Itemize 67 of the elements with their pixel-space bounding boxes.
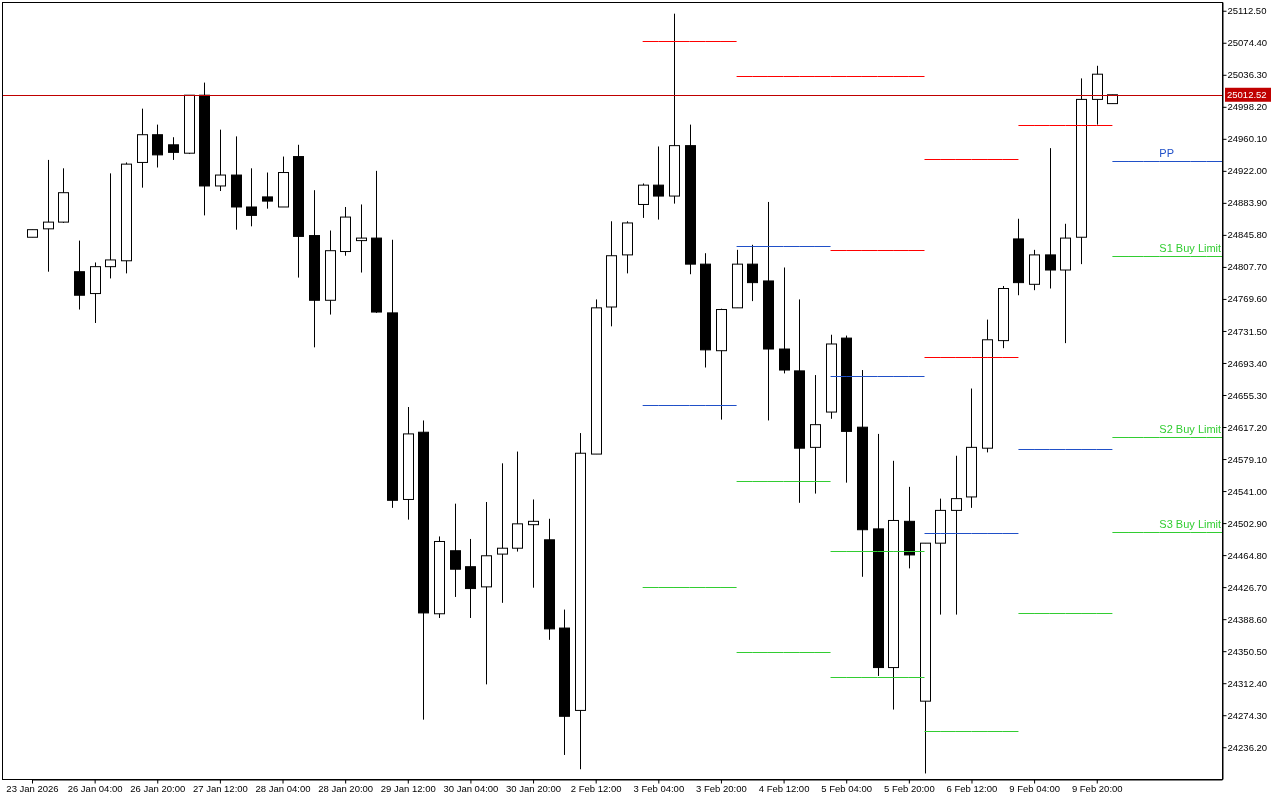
y-tick-label: 24960.10 (1227, 133, 1268, 145)
y-tick-label: 24464.80 (1227, 549, 1268, 561)
y-tick-label: 24541.00 (1227, 485, 1268, 497)
candlestick (74, 240, 85, 311)
y-tick-label: 24845.80 (1227, 229, 1268, 241)
x-tick-label: 9 Feb 20:00 (1071, 783, 1123, 795)
x-tick-label: 28 Jan 20:00 (318, 783, 374, 795)
candlestick (168, 136, 179, 161)
x-tick-label: 27 Jan 12:00 (192, 783, 248, 795)
x-tick-label: 5 Feb 04:00 (821, 783, 873, 795)
candlestick (356, 203, 367, 274)
series-label: S2 Buy Limit (1159, 423, 1222, 436)
candlestick (152, 124, 163, 168)
y-tick-label: 24883.90 (1227, 197, 1268, 209)
y-tick-label: 24426.70 (1227, 581, 1268, 593)
x-tick-label: 4 Feb 12:00 (758, 783, 810, 795)
x-tick-label: 26 Jan 20:00 (130, 783, 186, 795)
candlestick (810, 374, 821, 495)
x-tick-label: 6 Feb 12:00 (946, 783, 998, 795)
y-tick-label: 24769.60 (1227, 293, 1268, 305)
y-tick-label: 24731.50 (1227, 325, 1268, 337)
x-tick-label: 29 Jan 12:00 (380, 783, 436, 795)
y-tick-label: 25112.50 (1227, 5, 1267, 17)
series-label: S3 Buy Limit (1159, 518, 1222, 531)
candlestick (747, 244, 758, 302)
candlestick (779, 267, 790, 374)
y-tick-label: 25074.40 (1227, 37, 1268, 49)
candlestick (497, 462, 508, 604)
y-tick-label: 24922.00 (1227, 165, 1268, 177)
x-tick-label: 23 Jan 2026 (6, 783, 59, 795)
y-tick-label: 24998.20 (1227, 101, 1268, 113)
x-tick-label: 9 Feb 04:00 (1009, 783, 1060, 795)
x-tick-label: 28 Jan 04:00 (255, 783, 311, 795)
y-tick-label: 24655.30 (1227, 389, 1268, 401)
y-tick-label: 24502.90 (1227, 517, 1268, 529)
candlestick (1045, 147, 1056, 290)
candlestick (215, 129, 226, 192)
candlestick (262, 172, 273, 210)
candlestick (246, 167, 257, 227)
y-tick-label: 24579.10 (1227, 453, 1268, 465)
x-tick-label: 3 Feb 04:00 (633, 783, 685, 795)
y-tick-label: 24236.20 (1227, 741, 1268, 753)
y-tick-label: 24312.40 (1227, 677, 1268, 689)
candlestick (450, 503, 461, 598)
candlestick (653, 145, 664, 221)
candlestick (43, 159, 54, 273)
y-tick-label: 24693.40 (1227, 357, 1268, 369)
ref-line-label: 25012.52 (1227, 89, 1267, 101)
y-tick-label: 24388.60 (1227, 613, 1268, 625)
x-tick-label: 3 Feb 20:00 (696, 783, 747, 795)
y-tick-label: 24807.70 (1227, 261, 1268, 273)
x-tick-label: 30 Jan 20:00 (506, 783, 562, 795)
x-tick-label: 26 Jan 04:00 (67, 783, 123, 795)
candlestick (951, 455, 962, 616)
candlestick (528, 498, 539, 589)
x-tick-label: 5 Feb 20:00 (883, 783, 935, 795)
candlestick (465, 538, 476, 619)
series-label: PP (1159, 146, 1175, 159)
y-tick-label: 25036.30 (1227, 69, 1268, 81)
candlestick (105, 172, 116, 279)
series-label: S1 Buy Limit (1159, 241, 1222, 254)
x-tick-label: 2 Feb 12:00 (570, 783, 622, 795)
y-tick-label: 24350.50 (1227, 645, 1268, 657)
x-tick-label: 30 Jan 04:00 (443, 783, 499, 795)
candlestick (638, 182, 649, 219)
y-tick-label: 24617.20 (1227, 421, 1268, 433)
y-tick-label: 24274.30 (1227, 709, 1268, 721)
